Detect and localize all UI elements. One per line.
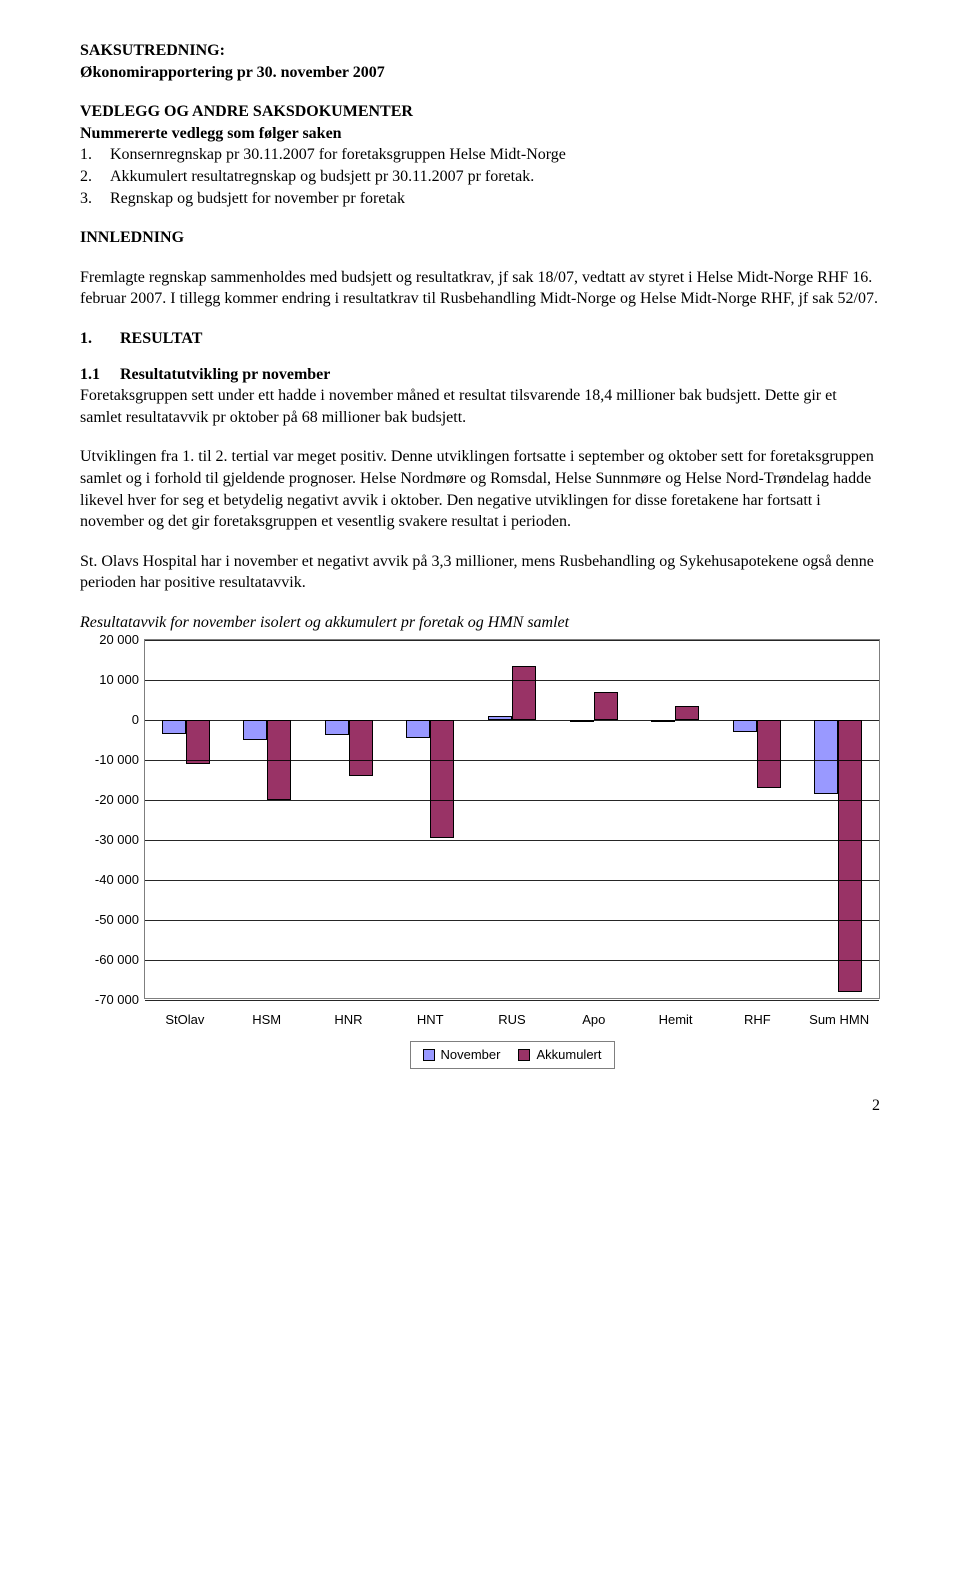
list-item: 3. Regnskap og budsjett for november pr …	[80, 188, 880, 210]
list-item: 1. Konsernregnskap pr 30.11.2007 for for…	[80, 144, 880, 166]
bar-november	[814, 720, 838, 794]
item-number: 2.	[80, 166, 110, 188]
grid-line	[145, 920, 879, 921]
intro-paragraph: Fremlagte regnskap sammenholdes med buds…	[80, 267, 880, 310]
bar-group	[145, 640, 227, 998]
bars-container	[145, 640, 879, 998]
bar-group	[798, 640, 880, 998]
bar-group	[390, 640, 472, 998]
y-tick-label: -50 000	[81, 912, 139, 930]
title-line1: SAKSUTREDNING:	[80, 40, 880, 62]
document-heading: SAKSUTREDNING: Økonomirapportering pr 30…	[80, 40, 880, 83]
bar-november	[733, 720, 757, 732]
chart-caption: Resultatavvik for november isolert og ak…	[80, 612, 880, 634]
y-tick-label: -60 000	[81, 952, 139, 970]
grid-line	[145, 960, 879, 961]
intro-heading: INNLEDNING	[80, 227, 880, 249]
grid-line	[145, 760, 879, 761]
subsection-1-1: 1.1 Resultatutvikling pr november Foreta…	[80, 364, 880, 429]
item-text: Akkumulert resultatregnskap og budsjett …	[110, 166, 534, 188]
legend-label: November	[441, 1046, 501, 1064]
x-axis-label: RHF	[716, 1005, 798, 1029]
attachments-block: VEDLEGG OG ANDRE SAKSDOKUMENTER Nummerer…	[80, 101, 880, 209]
item-number: 3.	[80, 188, 110, 210]
paragraph-3: St. Olavs Hospital har i november et neg…	[80, 551, 880, 594]
legend-item-november: November	[423, 1046, 501, 1064]
attachments-heading: VEDLEGG OG ANDRE SAKSDOKUMENTER	[80, 101, 880, 123]
page-number: 2	[80, 1095, 880, 1117]
item-text: Regnskap og budsjett for november pr for…	[110, 188, 405, 210]
x-axis-label: HSM	[226, 1005, 308, 1029]
y-tick-label: -20 000	[81, 792, 139, 810]
y-tick-label: 10 000	[81, 672, 139, 690]
y-tick-label: 20 000	[81, 632, 139, 650]
title-line2: Økonomirapportering pr 30. november 2007	[80, 62, 880, 84]
bar-akkumulert	[186, 720, 210, 764]
bar-november	[406, 720, 430, 738]
x-axis-label: HNT	[389, 1005, 471, 1029]
grid-line	[145, 680, 879, 681]
legend-wrapper: November Akkumulert	[144, 1029, 880, 1069]
section-1-heading: 1. RESULTAT	[80, 328, 880, 350]
bar-group	[308, 640, 390, 998]
bar-akkumulert	[594, 692, 618, 720]
grid-line	[145, 1000, 879, 1001]
bar-group	[634, 640, 716, 998]
grid-line	[145, 840, 879, 841]
legend-item-akkumulert: Akkumulert	[518, 1046, 601, 1064]
bar-group	[553, 640, 635, 998]
x-axis-label: Hemit	[635, 1005, 717, 1029]
y-axis: 20 00010 0000-10 000-20 000-30 000-40 00…	[81, 640, 143, 998]
bar-group	[716, 640, 798, 998]
bar-akkumulert	[675, 706, 699, 720]
item-text: Konsernregnskap pr 30.11.2007 for foreta…	[110, 144, 566, 166]
subsection-number: 1.1	[80, 364, 120, 386]
grid-line	[145, 640, 879, 641]
attachments-sub: Nummererte vedlegg som følger saken	[80, 123, 880, 145]
y-tick-label: -70 000	[81, 992, 139, 1010]
list-item: 2. Akkumulert resultatregnskap og budsje…	[80, 166, 880, 188]
legend-swatch	[423, 1049, 435, 1061]
chart-legend: November Akkumulert	[410, 1041, 615, 1069]
chart-plot-area: 20 00010 0000-10 000-20 000-30 000-40 00…	[144, 639, 880, 999]
section-number: 1.	[80, 328, 120, 350]
legend-swatch	[518, 1049, 530, 1061]
x-axis-label: Sum HMN	[798, 1005, 880, 1029]
grid-line	[145, 800, 879, 801]
bar-akkumulert	[349, 720, 373, 776]
section-title: RESULTAT	[120, 328, 202, 350]
bar-group	[471, 640, 553, 998]
x-axis-label: Apo	[553, 1005, 635, 1029]
bar-november	[162, 720, 186, 733]
attachments-list: 1. Konsernregnskap pr 30.11.2007 for for…	[80, 144, 880, 209]
paragraph-2: Utviklingen fra 1. til 2. tertial var me…	[80, 446, 880, 532]
x-axis-label: RUS	[471, 1005, 553, 1029]
x-axis-label: StOlav	[144, 1005, 226, 1029]
bar-akkumulert	[757, 720, 781, 788]
item-number: 1.	[80, 144, 110, 166]
y-tick-label: 0	[81, 712, 139, 730]
bar-akkumulert	[512, 666, 536, 720]
paragraph-1: Foretaksgruppen sett under ett hadde i n…	[80, 385, 880, 428]
bar-akkumulert	[430, 720, 454, 838]
bar-group	[227, 640, 309, 998]
y-tick-label: -40 000	[81, 872, 139, 890]
bar-november	[243, 720, 267, 739]
resultatavvik-chart: 20 00010 0000-10 000-20 000-30 000-40 00…	[80, 639, 880, 1068]
grid-line	[145, 720, 879, 721]
legend-label: Akkumulert	[536, 1046, 601, 1064]
x-axis-labels: StOlavHSMHNRHNTRUSApoHemitRHFSum HMN	[144, 1005, 880, 1029]
y-tick-label: -10 000	[81, 752, 139, 770]
grid-line	[145, 880, 879, 881]
subsection-title: Resultatutvikling pr november	[120, 364, 330, 386]
subsection-heading-row: 1.1 Resultatutvikling pr november	[80, 364, 880, 386]
x-axis-label: HNR	[308, 1005, 390, 1029]
y-tick-label: -30 000	[81, 832, 139, 850]
bar-november	[325, 720, 349, 735]
